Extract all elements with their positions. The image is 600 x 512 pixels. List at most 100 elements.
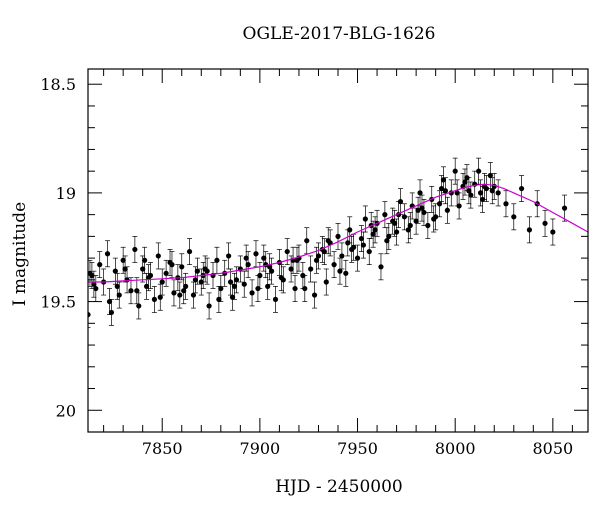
data-point — [511, 214, 517, 220]
data-point — [294, 257, 300, 263]
data-point — [311, 292, 318, 298]
data-point — [249, 290, 255, 296]
data-point — [370, 231, 376, 237]
data-point — [116, 292, 122, 298]
plot-area — [88, 157, 588, 329]
data-point — [452, 168, 458, 174]
data-point — [392, 220, 398, 226]
y-tick-label: 19 — [56, 184, 76, 203]
data-point — [462, 179, 468, 185]
data-point — [278, 275, 284, 281]
data-point — [143, 283, 150, 289]
data-point — [292, 285, 298, 292]
data-point — [120, 257, 126, 263]
data-point — [216, 296, 222, 303]
data-point — [88, 312, 91, 318]
data-point — [241, 281, 247, 287]
data-point — [401, 214, 408, 220]
data-point — [323, 279, 329, 285]
data-point — [438, 185, 445, 192]
data-point — [487, 172, 493, 179]
data-point — [218, 285, 224, 292]
chart-title: OGLE-2017-BLG-1626 — [243, 24, 436, 44]
x-axis-label: HJD - 2450000 — [275, 477, 403, 497]
data-point — [226, 253, 232, 259]
data-point — [481, 183, 488, 189]
data-point — [192, 277, 199, 283]
data-point — [345, 240, 351, 246]
data-point — [360, 242, 366, 248]
data-point — [313, 257, 320, 263]
data-point — [542, 220, 548, 226]
data-point — [183, 283, 189, 289]
data-point — [128, 288, 134, 294]
data-point — [93, 285, 99, 292]
data-point — [114, 283, 120, 289]
x-tick-label: 8050 — [532, 439, 573, 458]
data-point — [214, 257, 220, 263]
data-point — [425, 222, 431, 229]
data-point — [132, 246, 138, 253]
data-point — [444, 207, 450, 213]
x-tick-label: 7900 — [240, 439, 281, 458]
data-point — [272, 296, 279, 303]
data-point — [468, 192, 474, 198]
data-point — [268, 268, 275, 274]
data-point — [393, 229, 400, 235]
data-point — [466, 188, 472, 194]
data-point — [362, 216, 368, 222]
data-point — [163, 270, 169, 276]
x-tick-label: 7850 — [142, 439, 183, 458]
data-point — [304, 238, 310, 244]
data-point — [503, 201, 509, 207]
data-point — [331, 262, 337, 268]
data-point — [413, 218, 419, 224]
data-point — [489, 188, 495, 194]
data-point — [384, 238, 390, 244]
data-point — [440, 177, 447, 183]
data-point — [190, 292, 197, 298]
x-tick-label: 8000 — [435, 439, 476, 458]
y-tick-label: 20 — [56, 401, 76, 420]
data-point — [308, 266, 314, 272]
data-point — [315, 253, 322, 259]
data-point — [407, 222, 413, 229]
data-point — [378, 264, 384, 270]
data-point — [179, 264, 185, 270]
data-point — [134, 288, 140, 294]
data-point — [97, 262, 103, 268]
data-point — [349, 246, 355, 253]
data-point — [431, 216, 437, 222]
data-point — [321, 248, 327, 255]
data-point — [495, 190, 501, 196]
data-point — [325, 238, 331, 244]
data-point — [477, 190, 484, 196]
data-point — [261, 255, 267, 261]
data-point — [122, 266, 128, 272]
data-point — [177, 292, 183, 298]
plot-frame — [87, 68, 589, 433]
data-point — [454, 190, 460, 196]
data-point — [194, 268, 200, 274]
data-point — [159, 279, 165, 285]
data-point — [204, 268, 210, 274]
data-point — [157, 294, 163, 300]
data-point — [151, 296, 158, 303]
data-point — [231, 283, 238, 289]
data-point — [476, 168, 482, 174]
data-point — [255, 285, 261, 292]
model-curve — [88, 183, 588, 283]
data-point — [405, 227, 411, 233]
data-point — [337, 268, 343, 274]
data-point — [339, 253, 345, 259]
data-point — [366, 248, 372, 255]
data-point — [436, 201, 443, 207]
data-point — [561, 205, 568, 211]
data-point — [358, 235, 365, 242]
data-point — [284, 248, 290, 255]
data-point — [206, 303, 212, 309]
x-tick-label: 7950 — [337, 439, 378, 458]
data-point — [421, 209, 427, 216]
data-point — [140, 266, 146, 272]
